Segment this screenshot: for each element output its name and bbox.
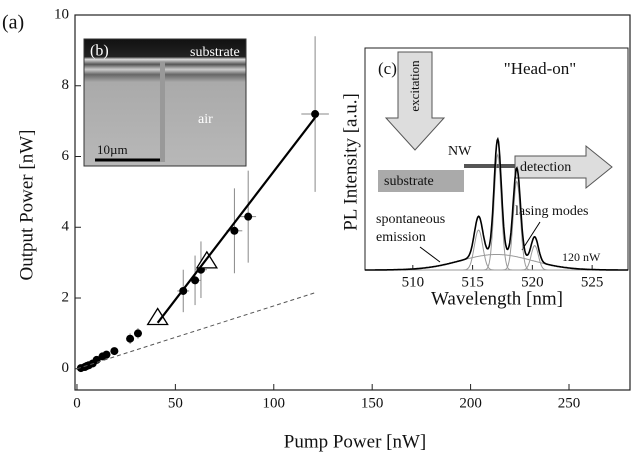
data-point (230, 226, 239, 235)
inset-plot: 510 515 520 525 (365, 136, 628, 290)
y-tick-label: 8 (62, 77, 70, 93)
inset-c: (c) "Head-on" Wavelength [nm] PL Intensi… (340, 40, 629, 315)
data-point (244, 212, 253, 221)
y-axis-label: Output Power [nW] (16, 130, 37, 281)
y-tick-label: 4 (62, 219, 70, 235)
detection-arrow (514, 144, 613, 190)
substrate-label: substrate (190, 45, 240, 60)
spontaneous-label: spontaneous (376, 212, 445, 227)
x-tick-label: 150 (361, 395, 384, 411)
excitation-label: excitation (407, 60, 422, 112)
scale-label: 10µm (97, 142, 128, 157)
x-tick-label: 525 (581, 274, 604, 290)
linear-line (76, 292, 316, 370)
y-tick-label: 6 (62, 148, 70, 164)
x-tick-label: 100 (263, 395, 286, 411)
inset-b: (b) substrate air 10µm (83, 38, 247, 167)
substrate-block (378, 170, 464, 192)
nw-label: NW (448, 144, 472, 159)
y-axis-label: PL Intensity [a.u.] (340, 93, 361, 231)
inset-title: "Head-on" (504, 59, 576, 78)
x-tick-label: 515 (461, 274, 484, 290)
pointer (521, 221, 541, 251)
data-point (311, 110, 320, 119)
y-tick-label: 10 (54, 6, 69, 22)
x-tick-label: 50 (168, 395, 183, 411)
data-point (126, 334, 135, 343)
main-frame (74, 14, 631, 391)
power-label: 120 nW (562, 250, 601, 264)
x-axis-label: Pump Power [nW] (284, 431, 426, 452)
nanowire (160, 62, 165, 162)
inset-label: (c) (378, 59, 397, 78)
x-tick-label: 250 (558, 395, 581, 411)
spontaneous-label: emission (376, 230, 426, 245)
y-tick-label: 2 (62, 289, 70, 305)
panel-label: (a) (2, 12, 24, 34)
x-tick-label: 520 (521, 274, 544, 290)
detection-label: detection (520, 160, 571, 175)
x-tick-label: 200 (459, 395, 482, 411)
fit-line (156, 116, 316, 324)
data-point (133, 329, 142, 338)
y-tick-label: 0 (62, 360, 70, 376)
data-point (110, 347, 119, 356)
spectrum-curve (365, 136, 628, 271)
data-point (102, 350, 111, 359)
inset-label: (b) (90, 43, 109, 60)
pointer (419, 246, 441, 263)
substrate-label: substrate (384, 174, 434, 189)
x-tick-label: 510 (402, 274, 425, 290)
excitation-arrow (384, 51, 446, 151)
x-axis-label: Wavelength [nm] (431, 288, 563, 309)
x-tick-label: 0 (73, 395, 81, 411)
main-plot: 0 50 100 150 200 250 0 2 4 6 8 10 (54, 6, 580, 411)
lasing-label: lasing modes (515, 204, 589, 219)
air-label: air (198, 112, 213, 127)
